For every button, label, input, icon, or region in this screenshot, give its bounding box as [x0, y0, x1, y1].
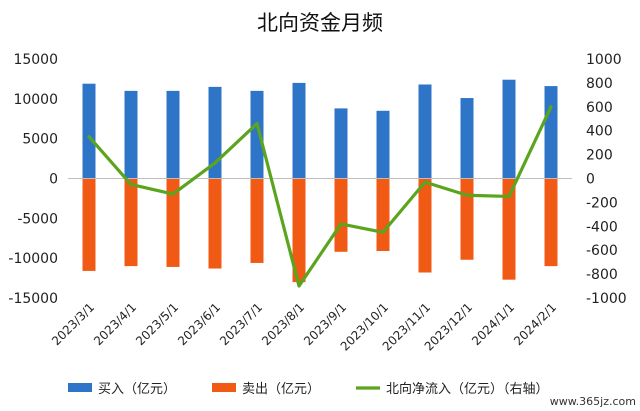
- legend-label-0: 买入（亿元）: [98, 382, 176, 397]
- x-tick-label-0: 2023/3/1: [49, 300, 97, 348]
- chart-title: 北向资金月频: [257, 11, 383, 35]
- right-tick-label-1: 800: [586, 76, 613, 92]
- x-tick-label-3: 2023/6/1: [175, 300, 223, 348]
- buy-bar-10: [502, 79, 516, 179]
- left-tick-label-3: 0: [49, 172, 58, 188]
- legend-label-2: 北向净流入（亿元）（右轴）: [386, 381, 549, 397]
- sell-bar-4: [250, 178, 264, 263]
- x-tick-label-5: 2023/8/1: [259, 300, 307, 348]
- sell-bar-11: [544, 178, 558, 267]
- buy-bar-6: [334, 108, 348, 179]
- left-tick-label-4: -5000: [17, 211, 58, 227]
- sell-bar-3: [208, 178, 222, 269]
- legend-label-1: 卖出（亿元）: [242, 382, 320, 397]
- buy-bar-5: [292, 82, 306, 179]
- right-tick-label-9: -800: [586, 267, 618, 283]
- legend-swatch-0: [68, 383, 92, 392]
- buy-bar-4: [250, 90, 264, 179]
- right-tick-label-6: -200: [586, 195, 618, 211]
- right-tick-label-7: -400: [586, 219, 618, 235]
- right-tick-label-10: -1000: [586, 291, 627, 307]
- left-tick-label-2: 5000: [22, 132, 58, 148]
- left-axis-ticks: 15000 10000 5000 0 -5000 -10000 -15000: [8, 52, 58, 307]
- left-tick-label-6: -15000: [8, 291, 58, 307]
- right-tick-label-2: 600: [586, 100, 613, 116]
- sell-bar-6: [334, 178, 348, 252]
- bars-layer: [82, 79, 558, 283]
- sell-bar-9: [460, 178, 474, 260]
- buy-bar-9: [460, 98, 474, 179]
- net-inflow-line: [87, 105, 553, 288]
- sell-bar-7: [376, 178, 390, 251]
- right-tick-label-4: 200: [586, 148, 613, 164]
- watermark-text: www.365jz.com: [550, 395, 636, 408]
- x-tick-label-2: 2023/5/1: [133, 300, 181, 348]
- legend: 买入（亿元） 卖出（亿元） 北向净流入（亿元）（右轴）: [68, 381, 549, 397]
- x-tick-label-10: 2024/1/1: [469, 300, 517, 348]
- buy-bar-11: [544, 86, 558, 179]
- right-tick-label-3: 400: [586, 124, 613, 140]
- left-tick-label-5: -10000: [8, 251, 58, 267]
- right-tick-label-8: -600: [586, 243, 618, 259]
- sell-bar-1: [124, 178, 138, 267]
- x-tick-label-1: 2023/4/1: [91, 300, 139, 348]
- sell-bar-2: [166, 178, 180, 267]
- sell-bar-8: [418, 178, 432, 273]
- left-tick-label-0: 15000: [13, 52, 58, 68]
- buy-bar-2: [166, 90, 180, 179]
- right-axis-ticks: 1000 800 600 400 200 0 -200 -400 -600 -800 -1000: [586, 52, 627, 307]
- x-tick-label-4: 2023/7/1: [217, 300, 265, 348]
- left-tick-label-1: 10000: [13, 92, 58, 108]
- x-tick-label-11: 2024/2/1: [511, 300, 559, 348]
- sell-bar-10: [502, 178, 516, 280]
- legend-swatch-1: [212, 383, 236, 392]
- buy-bar-7: [376, 110, 390, 179]
- right-tick-label-5: 0: [586, 172, 595, 188]
- buy-bar-0: [82, 83, 96, 179]
- buy-bar-3: [208, 86, 222, 179]
- x-axis-ticks: 2023/3/12023/4/12023/5/12023/6/12023/7/1…: [49, 300, 559, 353]
- right-tick-label-0: 1000: [586, 52, 622, 68]
- buy-bar-8: [418, 84, 432, 179]
- line-layer: [87, 105, 553, 288]
- buy-bar-1: [124, 90, 138, 179]
- sell-bar-0: [82, 178, 96, 271]
- sell-bar-5: [292, 178, 306, 283]
